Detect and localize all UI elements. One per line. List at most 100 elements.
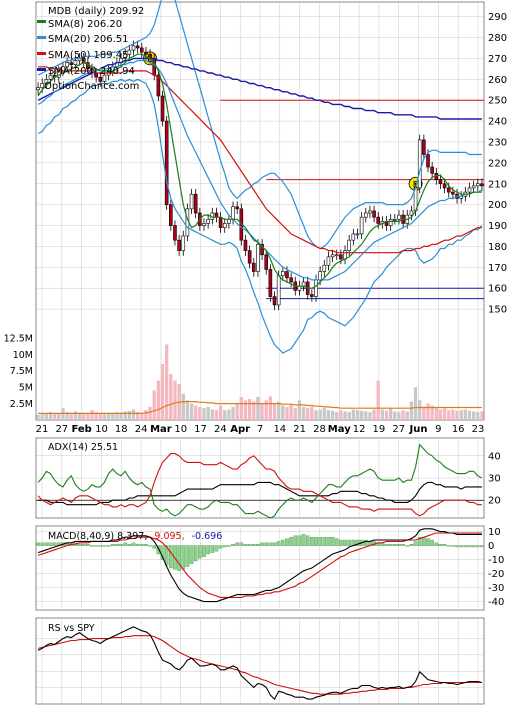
candle-body [409,210,414,216]
volume-y-tick-label: 7.5M [10,366,33,377]
candle-body [123,53,127,59]
legend-sma8: SMA(8) 206.20 [48,19,122,30]
macd-title-hist: -0.696 [192,531,223,542]
candle-body [297,285,302,291]
candle-body [330,254,335,258]
price-y-tick-label: 210 [488,179,507,190]
price-y-tick-label: 190 [488,221,507,232]
volume-bar [53,414,57,420]
macd-histogram-bar [218,545,223,549]
macd-histogram-bar [247,544,252,546]
macd-histogram-bar [77,544,82,546]
legend-swatch-sma50 [37,52,46,55]
macd-histogram-bar [260,542,264,546]
volume-bar [301,406,306,420]
volume-bar [322,408,326,420]
macd-histogram-bar [343,539,347,546]
candle-body [98,76,103,82]
x-tick-label: 16 [452,424,465,435]
x-tick-label: 23 [472,424,485,435]
volume-bar [368,412,372,420]
price-y-tick-label: 270 [488,54,507,65]
price-y-tick-label: 250 [488,96,507,107]
price-y-tick-label: 260 [488,75,507,86]
volume-bar [98,413,102,420]
volume-bar [48,412,53,420]
candle-body [438,179,443,185]
volume-bar [384,410,389,420]
price-y-tick-label: 170 [488,263,507,274]
macd-histogram-bar [198,545,202,559]
legend-sma50: SMA(50) 189.45 [48,50,129,61]
candle-body [289,277,293,283]
candle-body [376,216,381,224]
price-y-tick-label: 220 [488,158,507,169]
candle-body [322,264,327,272]
macd-histogram-bar [347,539,351,546]
volume-bar [185,400,190,420]
candle-body [393,218,397,221]
volume-y-tick-label: 2.5M [10,399,33,410]
candle-body [231,206,235,220]
candle-body [131,45,136,51]
adx-series-line [38,481,482,506]
macd-histogram-bar [202,545,206,557]
volume-bar [106,412,111,420]
candle-body [351,233,356,241]
x-tick-label: 28 [313,424,326,435]
candle-body [65,62,69,68]
candle-body [48,74,53,80]
macd-histogram-bar [251,544,256,546]
volume-bar [227,409,231,420]
candle-body [247,250,252,264]
macd-title-signal: 9.095, [154,531,184,542]
volume-bar [289,404,293,420]
macd-histogram-bar [318,537,322,546]
candle-body [44,78,49,84]
volume-bar [306,408,310,420]
macd-histogram-bar [463,545,468,548]
volume-bar [218,405,223,420]
volume-bar [235,403,239,420]
candle-body [314,279,318,297]
volume-average-line [38,401,482,414]
candle-body [359,216,364,235]
candle-body [214,212,219,218]
volume-bar [355,410,360,420]
macd-histogram-bar [52,542,57,546]
candle-body [218,216,223,228]
volume-bar [277,401,281,420]
candle-body [272,296,277,306]
x-tick-label: 24 [135,424,148,435]
price-title: MDB (daily) 209.92 [48,6,144,17]
macd-histogram-bar [471,545,476,548]
candle-body [326,256,331,266]
volume-bar [181,393,185,420]
macd-histogram-bar [222,545,227,548]
volume-bar [264,400,268,420]
macd-histogram-bar [401,544,405,546]
legend: SMA(8) 206.20 SMA(20) 206.51 SMA(50) 189… [37,19,139,92]
volume-bar [256,397,260,420]
macd-histogram-bar [90,545,94,547]
legend-sma20: SMA(20) 206.51 [48,34,129,45]
macd-histogram-bar [322,537,327,546]
volume-bar [393,411,397,420]
x-tick-label: 17 [194,424,207,435]
macd-histogram-bar [44,542,49,546]
volume-bar [90,410,94,420]
macd-histogram-bar [48,542,53,546]
price-y-tick-label: 180 [488,242,507,253]
macd-histogram-bar [148,545,152,547]
macd-histogram-bar [135,544,140,546]
macd-histogram-bar [301,534,306,546]
macd-histogram-bar [239,542,244,546]
x-tick-label: 27 [392,424,405,435]
price-y-tick-label: 240 [488,117,507,128]
legend-swatch-sma20 [37,36,46,39]
macd-histogram-bar [231,544,235,546]
macd-histogram-bar [305,535,310,546]
candle-body [139,47,144,53]
candle-body [202,223,206,226]
volume-bar [268,396,273,420]
